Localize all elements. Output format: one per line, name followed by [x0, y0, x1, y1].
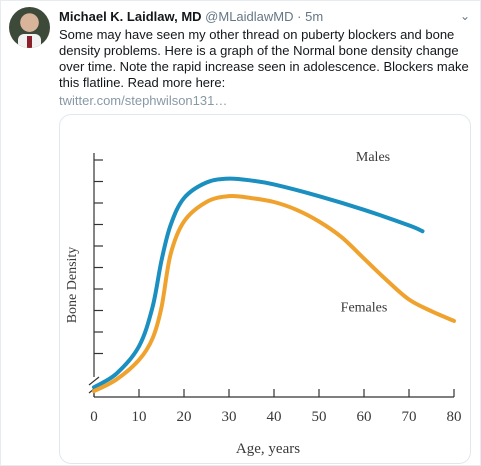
- avatar-tie: [27, 36, 32, 48]
- series-line-males: [92, 176, 425, 390]
- x-tick-label: 70: [402, 409, 417, 425]
- x-tick-label: 10: [132, 409, 147, 425]
- x-tick-label: 0: [90, 409, 98, 425]
- x-tick-label: 60: [357, 409, 372, 425]
- author-name[interactable]: Michael K. Laidlaw, MD: [59, 9, 202, 24]
- series-label-females: Females: [341, 300, 388, 315]
- tweet-time[interactable]: 5m: [305, 9, 324, 24]
- series-line-females: [92, 194, 456, 394]
- x-tick-label: 20: [177, 409, 192, 425]
- x-tick-label: 80: [447, 409, 462, 425]
- author-handle[interactable]: @MLaidlawMD: [205, 9, 294, 24]
- tweet-text: Some may have seen my other thread on pu…: [59, 27, 469, 90]
- meta-separator: ·: [297, 9, 302, 24]
- series-label-males: Males: [356, 150, 390, 165]
- x-tick-label: 40: [267, 409, 282, 425]
- bone-density-chart: 0 10 20 30 40 50 60 70 80 Age, years Bone Density M…: [65, 150, 462, 457]
- y-axis-title: Bone Density: [65, 247, 80, 324]
- x-axis-title: Age, years: [236, 441, 300, 457]
- axis-break-mark: [88, 376, 100, 386]
- tweet-header: Michael K. Laidlaw, MD @MLaidlawMD · 5m: [59, 9, 323, 25]
- tweet-link[interactable]: twitter.com/stephwilson131…: [59, 93, 228, 108]
- x-tick-label: 50: [312, 409, 327, 425]
- author-avatar[interactable]: [9, 7, 50, 48]
- media-image[interactable]: 0 10 20 30 40 50 60 70 80 Age, years Bone Density M…: [59, 114, 471, 464]
- x-tick-label: 30: [222, 409, 237, 425]
- chevron-down-icon[interactable]: ⌄: [459, 9, 470, 23]
